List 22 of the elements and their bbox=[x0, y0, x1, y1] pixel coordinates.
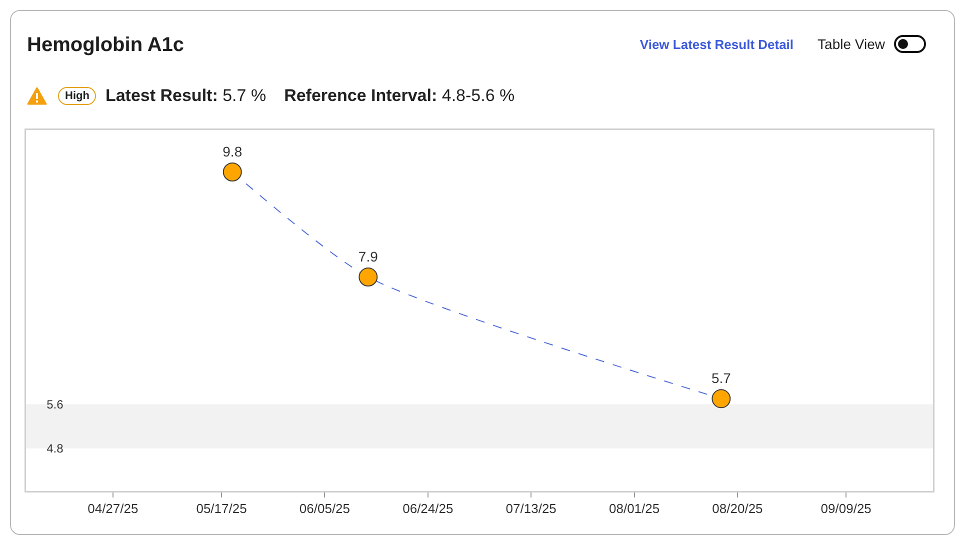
y-tick-label: 5.6 bbox=[46, 397, 64, 412]
x-tick-label: 06/05/25 bbox=[299, 501, 350, 516]
y-tick-label: 4.8 bbox=[46, 442, 64, 456]
x-tick-label: 05/17/25 bbox=[196, 501, 247, 516]
x-tick-label: 04/27/25 bbox=[88, 501, 138, 516]
x-tick-label: 08/01/25 bbox=[608, 501, 660, 516]
point bbox=[222, 162, 242, 182]
data-label: 7.9 bbox=[358, 248, 378, 264]
text: Table View bbox=[818, 36, 885, 52]
chart-title: Hemoglobin A1c bbox=[27, 34, 184, 57]
x-tick-label: 09/09/25 bbox=[820, 501, 872, 516]
text: Reference Interval: 4.8-5.6 % bbox=[284, 86, 515, 106]
data-label: 9.8 bbox=[222, 143, 242, 160]
text: High bbox=[58, 87, 96, 105]
text: View Latest Result Detail bbox=[640, 36, 794, 52]
x-tick-label: 06/24/25 bbox=[402, 501, 454, 516]
x-tick-label: 07/13/25 bbox=[506, 501, 556, 516]
data-label: 5.7 bbox=[711, 370, 732, 386]
x-tick-label: 08/20/25 bbox=[712, 501, 763, 516]
text: Latest Result: 5.7 % bbox=[105, 86, 266, 106]
point bbox=[712, 389, 731, 408]
point bbox=[358, 268, 378, 287]
